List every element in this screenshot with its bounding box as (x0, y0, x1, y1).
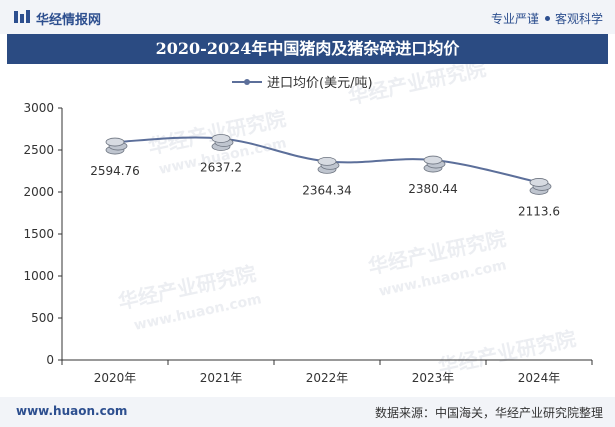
y-tick-label: 0 (46, 353, 54, 367)
data-label: 2594.76 (90, 164, 140, 178)
slogan-left: 专业严谨 (490, 12, 539, 26)
chart-title: 2020-2024年中国猪肉及猪杂碎进口均价 (7, 34, 608, 64)
y-tick-label: 3000 (23, 101, 54, 115)
marker-coin (529, 178, 549, 187)
data-point: 2380.44 (408, 155, 458, 196)
series-layer: 2594.76 2637.2 2364.34 2380.44 2113.6 (90, 134, 560, 218)
data-label: 2380.44 (408, 182, 458, 196)
marker-coin (105, 137, 125, 147)
data-label: 2113.6 (518, 204, 560, 218)
legend-marker (244, 79, 250, 85)
data-point: 2637.2 (200, 134, 242, 174)
data-point: 2594.76 (90, 137, 140, 178)
slogan: 专业严谨 客观科学 (491, 10, 603, 27)
y-axis: 0 500 1000 1500 2000 2500 3000 (23, 101, 63, 367)
marker-coin (317, 156, 337, 166)
logo-text: 华经情报网 (36, 13, 102, 28)
x-tick-label: 2020年 (94, 371, 137, 385)
legend-label: 进口均价(美元/吨) (267, 76, 373, 91)
footer: www.huaon.com 数据来源：中国海关，华经产业研究院整理 (0, 397, 615, 427)
legend: 进口均价(美元/吨) (232, 76, 373, 91)
x-tick-label: 2021年 (200, 371, 243, 385)
y-tick-label: 500 (31, 311, 54, 325)
top-bar: 华经情报网 专业严谨 客观科学 (0, 0, 615, 34)
slogan-right: 客观科学 (554, 12, 603, 26)
x-axis: 2020年 2021年 2022年 2023年 2024年 (61, 359, 593, 385)
marker-coin (423, 155, 443, 165)
data-label: 2637.2 (200, 160, 242, 174)
data-point: 2364.34 (302, 156, 352, 197)
marker-coin (211, 134, 231, 143)
logo-icon (14, 10, 30, 23)
watermark-layer: 华经产业研究院 华经产业研究院 华经产业研究院 华经产业研究院 华经产业研究院 … (116, 64, 578, 379)
data-point: 2113.6 (518, 178, 560, 218)
slogan-dot-icon (544, 16, 550, 21)
x-tick-label: 2023年 (412, 371, 455, 385)
x-tick-label: 2022年 (306, 371, 349, 385)
y-tick-label: 1000 (23, 269, 54, 283)
y-tick-label: 1500 (23, 227, 54, 241)
y-tick-label: 2000 (23, 185, 54, 199)
y-tick-label: 2500 (23, 143, 54, 157)
data-label: 2364.34 (302, 183, 352, 197)
footer-website-link[interactable]: www.huaon.com (16, 404, 128, 418)
x-tick-label: 2024年 (518, 371, 561, 385)
line-chart: 华经产业研究院 华经产业研究院 华经产业研究院 华经产业研究院 华经产业研究院 … (23, 64, 593, 385)
footer-source: 数据来源：中国海关，华经产业研究院整理 (374, 406, 603, 420)
